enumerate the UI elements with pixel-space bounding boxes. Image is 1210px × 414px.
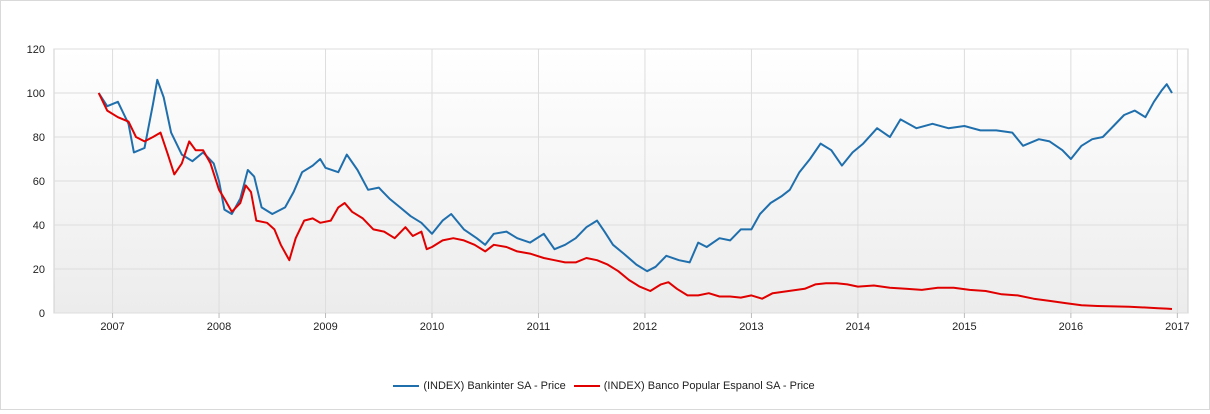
series-layer [97,78,1173,310]
y-tick-label: 0 [39,308,45,320]
legend-label-banco-popular: (INDEX) Banco Popular Espanol SA - Price [603,380,815,392]
y-tick-label: 40 [33,220,45,232]
x-tick-label: 2017 [1165,321,1189,333]
legend-swatch-banco-popular [573,385,600,387]
x-tick-label: 2015 [952,321,976,333]
series-line-0 [97,78,1173,273]
x-tick-label: 2009 [313,321,337,333]
legend: (INDEX) Bankinter SA - Price (INDEX) Ban… [0,380,1210,392]
y-tick-label: 100 [27,88,45,100]
x-tick-label: 2013 [739,321,763,333]
legend-label-bankinter: (INDEX) Bankinter SA - Price [423,380,566,392]
y-tick-label: 120 [27,44,45,56]
x-tick-label: 2016 [1059,321,1083,333]
x-tick-label: 2010 [420,321,444,333]
y-axis-ticks: 0 20 40 60 80 100 120 [27,44,45,320]
x-tick-label: 2014 [846,321,870,333]
x-tick-label: 2007 [100,321,124,333]
y-tick-label: 60 [33,176,45,188]
x-tick-label: 2011 [527,321,551,333]
x-axis-ticks: 2007 2008 2009 2010 2011 2012 2013 2014 2015 2016… [100,321,1189,333]
x-tick-label: 2008 [207,321,231,333]
y-gridlines [54,48,1188,314]
x-tick-label: 2012 [633,321,657,333]
legend-swatch-bankinter [393,385,420,387]
legend-item-banco-popular[interactable]: (INDEX) Banco Popular Espanol SA - Price [573,380,815,392]
legend-item-bankinter[interactable]: (INDEX) Bankinter SA - Price [393,380,566,392]
y-tick-label: 80 [33,132,45,144]
series-line-1 [97,92,1173,310]
y-tick-label: 20 [33,264,45,276]
